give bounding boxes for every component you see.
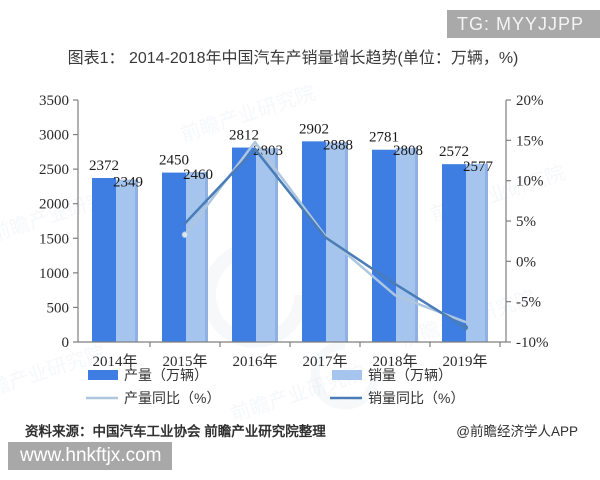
production-bar [302, 141, 326, 342]
sales-bar [116, 179, 138, 342]
watermark-logo [310, 340, 380, 410]
chart-plot-area: 前瞻产业研究院前瞻产业研究院前瞻产业研究院前瞻产业研究院前瞻产业研究院前瞻产业研… [0, 81, 568, 420]
production-bar-label: 2902 [299, 121, 329, 137]
y2-axis-label: -5% [516, 295, 541, 311]
legend-label: 产量（万辆） [124, 367, 208, 383]
y2-axis-label: 5% [516, 214, 536, 230]
legend-label: 销量同比（%） [368, 390, 464, 406]
x-axis-label: 2014年 [92, 353, 137, 370]
x-axis-label: 2018年 [372, 353, 417, 370]
y2-axis-label: -10% [516, 335, 549, 351]
sales-bar-label: 2888 [323, 137, 353, 153]
sales-bar-label: 2349 [113, 175, 143, 191]
sales-bar-edge [415, 147, 418, 342]
y2-axis-label: 20% [516, 93, 544, 109]
sales-bar [396, 147, 418, 342]
sales-bar-edge [275, 148, 278, 342]
sales-bar-edge [345, 142, 348, 342]
legend-label: 产量同比（%） [124, 390, 220, 406]
credit-note: @前瞻经济学人APP [456, 424, 578, 439]
production-bar-label: 2812 [229, 128, 259, 144]
x-axis-label: 2017年 [302, 353, 347, 370]
watermark-badge-top: TG: MYYJJPP [447, 10, 600, 38]
y-axis-label: 1000 [39, 266, 69, 282]
y-axis-label: 2000 [39, 197, 69, 213]
sales-bar-edge [485, 163, 488, 342]
production-bar [442, 164, 466, 342]
chart-title: 图表1： 2014-2018年中国汽车产销量增长趋势(单位：万辆，%) [67, 50, 519, 67]
y-axis-label: 3500 [39, 93, 69, 109]
y2-axis-label: 0% [516, 254, 536, 270]
sales-bar [466, 163, 488, 342]
line-end-marker [462, 324, 468, 331]
x-axis-label: 2015年 [162, 353, 207, 370]
sales-bar-edge [135, 179, 138, 342]
x-axis-label: 2019年 [442, 353, 487, 370]
production-bar [232, 147, 256, 342]
sales-bar-edge [205, 171, 208, 342]
sales-bar [256, 148, 278, 342]
sales-bar-label: 2577 [463, 159, 494, 175]
legend-label: 销量（万辆） [368, 367, 452, 383]
y-axis-label: 2500 [39, 162, 69, 178]
y-axis-label: 3000 [39, 128, 69, 144]
production-bar [372, 149, 396, 342]
y2-axis-label: 10% [516, 174, 544, 190]
y-axis-label: 0 [62, 335, 70, 351]
y-axis-label: 500 [47, 300, 70, 316]
watermark-badge-bottom: www.hnkftjx.com [8, 442, 172, 470]
production-bar-label: 2450 [159, 153, 189, 169]
sales-bar [326, 142, 348, 342]
sales-bar-label: 2808 [393, 143, 423, 159]
y2-axis-label: 15% [516, 133, 544, 149]
y-axis-label: 1500 [39, 231, 69, 247]
line-start-marker [181, 231, 189, 239]
production-bar-label: 2572 [439, 144, 469, 160]
production-bar-label: 2372 [89, 158, 119, 174]
production-bar [92, 177, 116, 342]
sales-bar [186, 171, 208, 342]
x-axis-label: 2016年 [232, 353, 277, 370]
legend-swatch-sales [332, 370, 362, 380]
sales-yoy-line [183, 147, 467, 329]
production-bar [162, 172, 186, 342]
legend-swatch-production [88, 370, 118, 380]
production-bar-label: 2781 [369, 130, 399, 146]
source-note: 资料来源：中国汽车工业协会 前瞻产业研究院整理 [25, 424, 326, 439]
sales-bar-label: 2460 [183, 167, 213, 183]
